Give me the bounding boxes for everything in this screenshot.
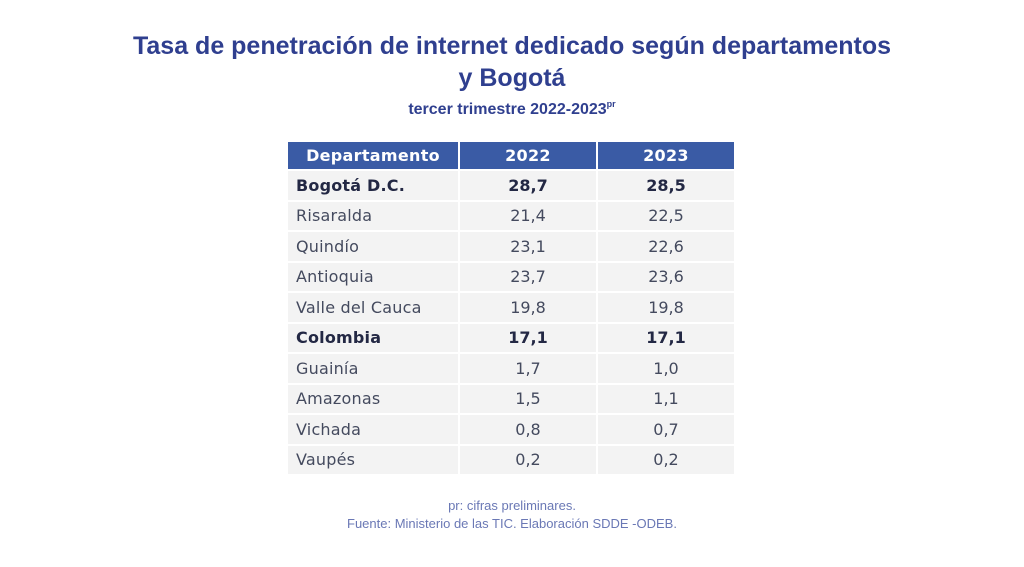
- cell-2023: 0,2: [598, 445, 734, 474]
- cell-2022: 0,2: [460, 445, 596, 474]
- cell-2022: 1,5: [460, 384, 596, 413]
- footnote-source: Fuente: Ministerio de las TIC. Elaboraci…: [347, 516, 677, 531]
- table-row: Vaupés 0,2 0,2: [288, 445, 734, 474]
- table-row: Risaralda 21,4 22,5: [288, 201, 734, 230]
- cell-departamento: Bogotá D.C.: [288, 171, 458, 200]
- table-row: Antioquia 23,7 23,6: [288, 262, 734, 291]
- cell-2023: 28,5: [598, 171, 734, 200]
- cell-departamento: Risaralda: [288, 201, 458, 230]
- data-table: Departamento 2022 2023 Bogotá D.C. 28,7 28…: [286, 140, 736, 476]
- column-header-2022: 2022: [460, 142, 596, 169]
- table-row: Bogotá D.C. 28,7 28,5: [288, 171, 734, 200]
- subtitle-text: tercer trimestre 2022-2023: [408, 101, 607, 118]
- cell-departamento: Amazonas: [288, 384, 458, 413]
- cell-departamento: Vaupés: [288, 445, 458, 474]
- cell-departamento: Colombia: [288, 323, 458, 352]
- cell-2023: 22,5: [598, 201, 734, 230]
- cell-2023: 22,6: [598, 232, 734, 261]
- column-header-2023: 2023: [598, 142, 734, 169]
- table-row: Valle del Cauca 19,8 19,8: [288, 293, 734, 322]
- page-subtitle: tercer trimestre 2022-2023pr: [0, 100, 1024, 120]
- cell-2022: 21,4: [460, 201, 596, 230]
- cell-2022: 0,8: [460, 415, 596, 444]
- cell-2023: 0,7: [598, 415, 734, 444]
- cell-2023: 23,6: [598, 262, 734, 291]
- table-row: Amazonas 1,5 1,1: [288, 384, 734, 413]
- table-row: Quindío 23,1 22,6: [288, 232, 734, 261]
- page-title-continued: y Bogotá: [458, 64, 566, 92]
- cell-2022: 1,7: [460, 354, 596, 383]
- table-body: Bogotá D.C. 28,7 28,5 Risaralda 21,4 22,5 Quin…: [288, 171, 734, 474]
- cell-departamento: Guainía: [288, 354, 458, 383]
- table-header-row: Departamento 2022 2023: [288, 142, 734, 169]
- table-row: Colombia 17,1 17,1: [288, 323, 734, 352]
- subtitle-superscript: pr: [606, 99, 616, 109]
- cell-2022: 28,7: [460, 171, 596, 200]
- table-row: Vichada 0,8 0,7: [288, 415, 734, 444]
- cell-departamento: Valle del Cauca: [288, 293, 458, 322]
- cell-2023: 19,8: [598, 293, 734, 322]
- cell-departamento: Quindío: [288, 232, 458, 261]
- cell-2022: 17,1: [460, 323, 596, 352]
- cell-departamento: Vichada: [288, 415, 458, 444]
- cell-2023: 1,0: [598, 354, 734, 383]
- footnote-preliminary: pr: cifras preliminares.: [448, 498, 576, 513]
- cell-2022: 23,7: [460, 262, 596, 291]
- cell-2023: 1,1: [598, 384, 734, 413]
- table-row: Guainía 1,7 1,0: [288, 354, 734, 383]
- cell-2022: 23,1: [460, 232, 596, 261]
- cell-2023: 17,1: [598, 323, 734, 352]
- cell-2022: 19,8: [460, 293, 596, 322]
- column-header-departamento: Departamento: [288, 142, 458, 169]
- page-title: Tasa de penetración de internet dedicado…: [132, 32, 892, 60]
- cell-departamento: Antioquia: [288, 262, 458, 291]
